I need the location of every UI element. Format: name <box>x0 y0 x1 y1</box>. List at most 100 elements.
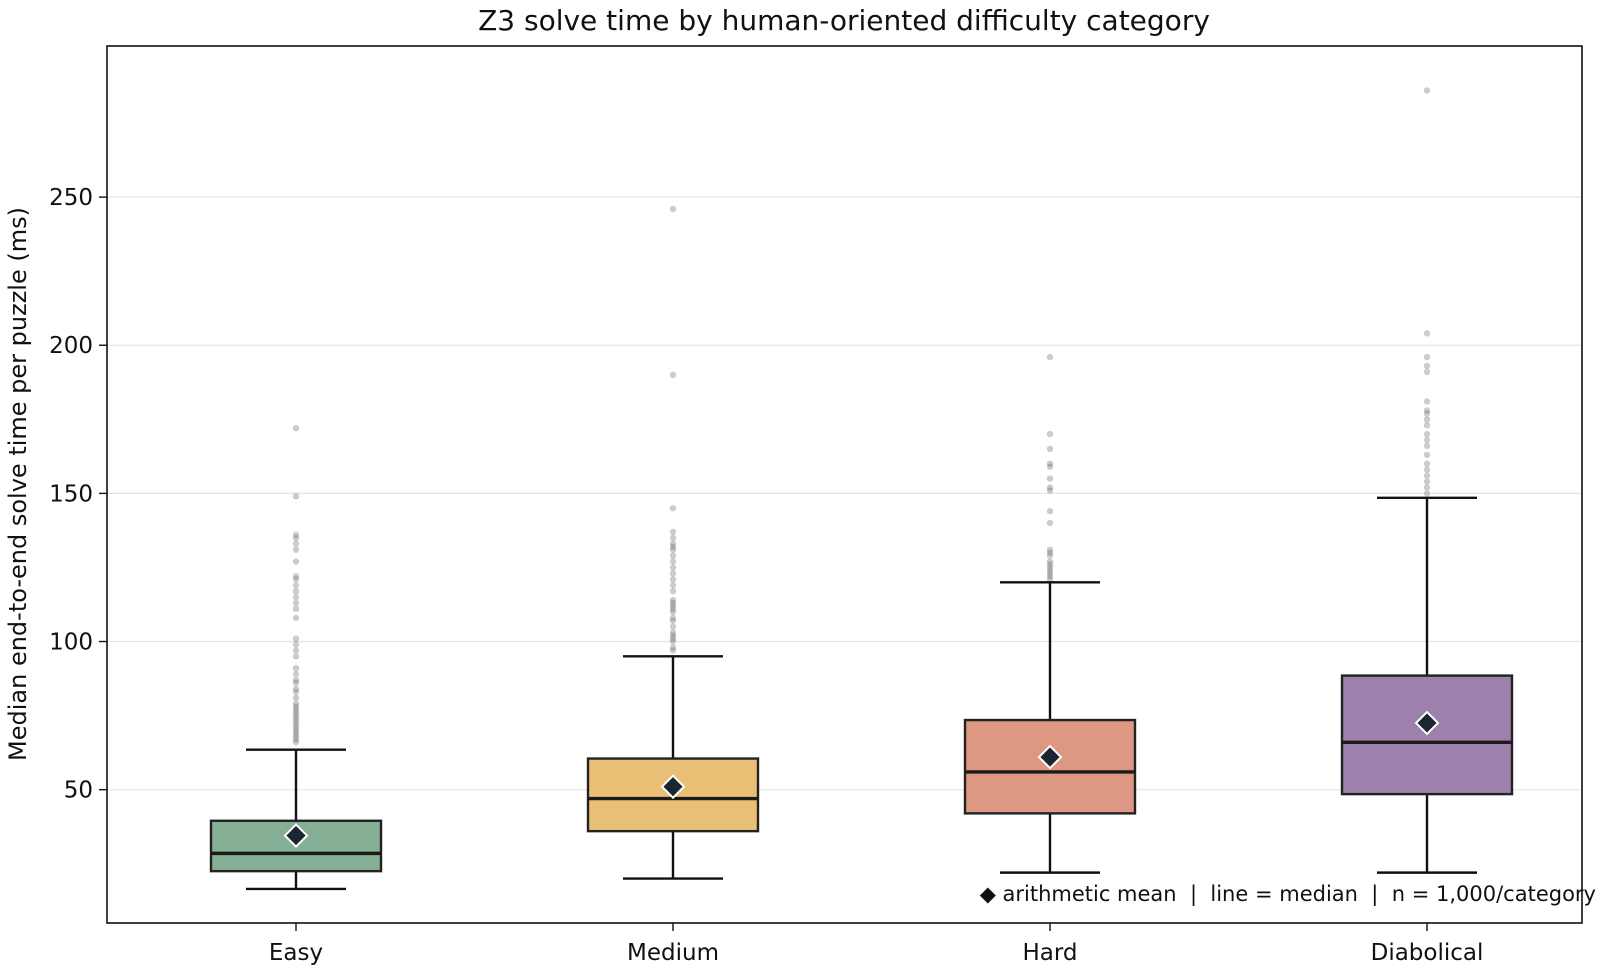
outlier-point-medium <box>669 505 677 512</box>
outlier-point-hard <box>1046 576 1054 583</box>
outlier-point-easy <box>292 736 300 743</box>
outlier-point-diabolical <box>1423 330 1431 337</box>
outlier-point-medium <box>669 528 677 536</box>
outlier-point-medium <box>669 608 677 616</box>
outlier-point-diabolical <box>1423 422 1431 429</box>
outlier-point-hard <box>1046 484 1054 491</box>
outlier-point-hard <box>1046 561 1054 568</box>
x-tick-label-medium: Medium <box>627 940 719 966</box>
plot-frame <box>106 45 1583 924</box>
outlier-point-easy <box>292 425 300 432</box>
outlier-point-easy <box>292 724 300 731</box>
outlier-point-easy <box>292 694 300 702</box>
y-tick-label-150: 150 <box>49 481 93 507</box>
outlier-point-hard <box>1046 552 1054 559</box>
boxes-layer <box>209 87 1514 891</box>
outlier-point-easy <box>292 540 300 547</box>
outlier-point-hard <box>1046 564 1054 571</box>
outlier-point-hard <box>1046 475 1054 482</box>
mean-marker-hard <box>1037 744 1063 770</box>
outlier-point-easy <box>292 700 300 707</box>
outlier-point-easy <box>292 534 300 542</box>
outlier-point-easy <box>292 531 300 539</box>
outlier-point-medium <box>669 635 677 642</box>
outlier-point-diabolical <box>1423 368 1431 376</box>
outlier-point-easy <box>292 715 300 722</box>
outlier-point-medium <box>669 546 677 553</box>
mean-marker-medium <box>660 774 686 800</box>
outlier-point-hard <box>1046 445 1054 453</box>
outlier-point-easy <box>292 546 300 553</box>
outlier-point-easy <box>292 605 300 613</box>
outlier-point-medium <box>669 587 677 595</box>
box-group-diabolical <box>1340 87 1514 874</box>
outlier-point-medium <box>669 596 677 604</box>
outlier-point-hard <box>1046 463 1054 470</box>
outlier-point-diabolical <box>1423 430 1431 438</box>
outlier-point-easy <box>292 664 300 672</box>
outlier-point-hard <box>1046 507 1054 515</box>
outlier-point-medium <box>669 558 677 565</box>
outlier-point-diabolical <box>1423 490 1431 497</box>
outlier-point-hard <box>1046 546 1054 553</box>
outlier-point-medium <box>669 576 677 583</box>
y-tick-label-100: 100 <box>49 630 93 656</box>
outlier-point-diabolical <box>1423 407 1431 414</box>
outlier-point-medium <box>669 552 677 559</box>
outlier-point-easy <box>292 670 300 678</box>
outlier-point-diabolical <box>1423 87 1431 94</box>
ticks-layer: 50 100 150 200 250 Easy Medium Hard Diabolical <box>49 185 1483 966</box>
outlier-point-medium <box>669 534 677 542</box>
outlier-point-easy <box>292 573 300 580</box>
outlier-point-diabolical <box>1423 460 1431 467</box>
outlier-point-hard <box>1046 353 1054 361</box>
outlier-point-medium <box>669 602 677 610</box>
box-group-easy <box>209 425 383 891</box>
outlier-point-diabolical <box>1423 442 1431 450</box>
outlier-point-easy <box>292 582 300 589</box>
outlier-point-medium <box>669 632 677 639</box>
outlier-point-medium <box>669 605 677 613</box>
outlier-point-diabolical <box>1423 484 1431 491</box>
outlier-point-medium <box>669 623 677 630</box>
outlier-point-easy <box>292 730 300 737</box>
outlier-point-diabolical <box>1423 398 1431 405</box>
outlier-point-medium <box>669 644 677 651</box>
outlier-point-hard <box>1046 487 1054 494</box>
outlier-point-diabolical <box>1423 472 1431 479</box>
outlier-point-diabolical <box>1423 436 1431 444</box>
outlier-point-easy <box>292 599 300 607</box>
outlier-point-easy <box>292 721 300 728</box>
y-tick-label-50: 50 <box>64 778 93 804</box>
x-tick-label-diabolical: Diabolical <box>1371 940 1484 966</box>
outlier-point-medium <box>669 582 677 589</box>
outlier-point-medium <box>669 647 677 654</box>
outlier-point-hard <box>1046 460 1054 467</box>
box-group-hard <box>963 353 1137 874</box>
outlier-point-easy <box>292 587 300 595</box>
outlier-point-medium <box>669 614 677 622</box>
outlier-point-hard <box>1046 573 1054 580</box>
outlier-point-easy <box>292 706 300 713</box>
box-group-medium <box>586 205 760 880</box>
outlier-point-medium <box>669 564 677 571</box>
outlier-point-diabolical <box>1423 416 1431 423</box>
mean-marker-diabolical <box>1414 710 1440 736</box>
outlier-point-easy <box>292 635 300 642</box>
outlier-point-easy <box>292 593 300 601</box>
gridlines <box>107 196 1582 791</box>
outlier-point-diabolical <box>1423 466 1431 473</box>
outlier-point-easy <box>292 709 300 716</box>
outlier-point-medium <box>669 570 677 577</box>
outlier-point-easy <box>292 703 300 710</box>
outlier-point-easy <box>292 718 300 725</box>
outlier-point-easy <box>292 733 300 740</box>
y-tick-label-250: 250 <box>49 185 93 211</box>
outlier-point-medium <box>669 599 677 607</box>
outlier-point-hard <box>1046 567 1054 574</box>
outlier-point-medium <box>669 540 677 547</box>
outlier-point-diabolical <box>1423 451 1431 459</box>
outlier-point-easy <box>292 558 300 565</box>
